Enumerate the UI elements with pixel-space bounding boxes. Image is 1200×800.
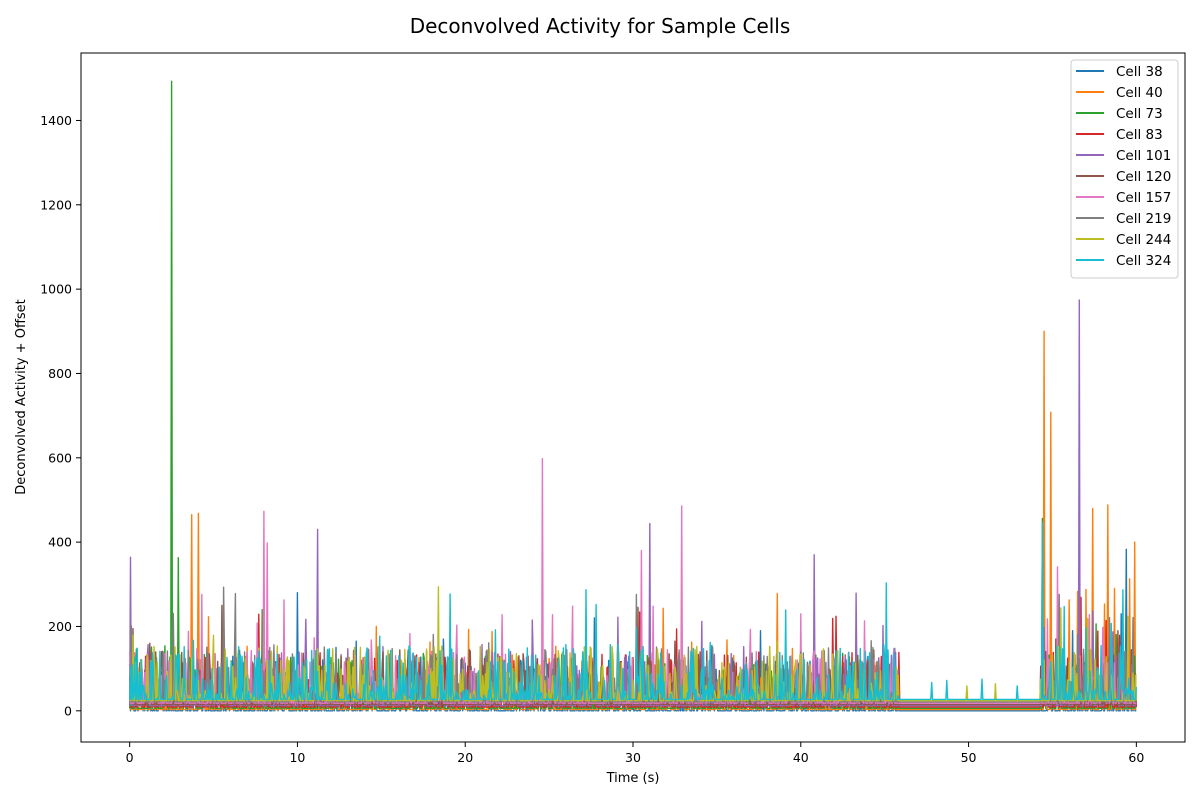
x-axis: 0 10 20 30 40 50 60 xyxy=(126,742,1144,765)
y-axis: 0 200 400 600 800 1000 1200 1400 xyxy=(40,113,81,718)
x-tick-label: 30 xyxy=(625,750,641,765)
y-tick-label: 200 xyxy=(48,619,72,634)
legend-entry: Cell 219 xyxy=(1116,211,1171,227)
x-tick-label: 50 xyxy=(961,750,977,765)
legend-entry: Cell 244 xyxy=(1116,232,1171,248)
legend-entry: Cell 120 xyxy=(1116,169,1171,185)
legend-entry: Cell 73 xyxy=(1116,106,1163,122)
x-tick-label: 40 xyxy=(793,750,809,765)
legend-box xyxy=(1070,59,1179,279)
legend-entry: Cell 324 xyxy=(1116,253,1171,269)
legend-entry: Cell 40 xyxy=(1116,85,1163,101)
x-tick-label: 60 xyxy=(1128,750,1144,765)
y-tick-label: 1200 xyxy=(40,197,72,212)
legend-entry: Cell 157 xyxy=(1116,190,1171,206)
y-tick-label: 400 xyxy=(48,535,72,550)
y-tick-label: 1400 xyxy=(40,113,72,128)
y-tick-label: 600 xyxy=(48,450,72,465)
y-tick-label: 1000 xyxy=(40,282,72,297)
chart-title: Deconvolved Activity for Sample Cells xyxy=(410,14,791,38)
x-axis-label: Time (s) xyxy=(606,771,660,786)
legend-entry: Cell 83 xyxy=(1116,127,1163,143)
plot-area xyxy=(80,52,1186,743)
y-tick-label: 0 xyxy=(64,703,72,718)
series-layer xyxy=(129,80,1137,712)
series-line-cell-157 xyxy=(129,457,1137,704)
y-axis-label: Deconvolved Activity + Offset xyxy=(14,299,29,495)
legend-entry: Cell 101 xyxy=(1116,148,1171,164)
y-tick-label: 800 xyxy=(48,366,72,381)
x-tick-label: 0 xyxy=(126,750,134,765)
series-line-cell-324 xyxy=(129,521,1137,701)
series-line-cell-101 xyxy=(129,299,1137,707)
legend-entry: Cell 38 xyxy=(1116,64,1163,80)
legend: Cell 38 Cell 40 Cell 73 Cell 83 Cell 101 Cell… xyxy=(1070,59,1179,279)
x-tick-label: 20 xyxy=(457,750,473,765)
x-tick-label: 10 xyxy=(289,750,305,765)
